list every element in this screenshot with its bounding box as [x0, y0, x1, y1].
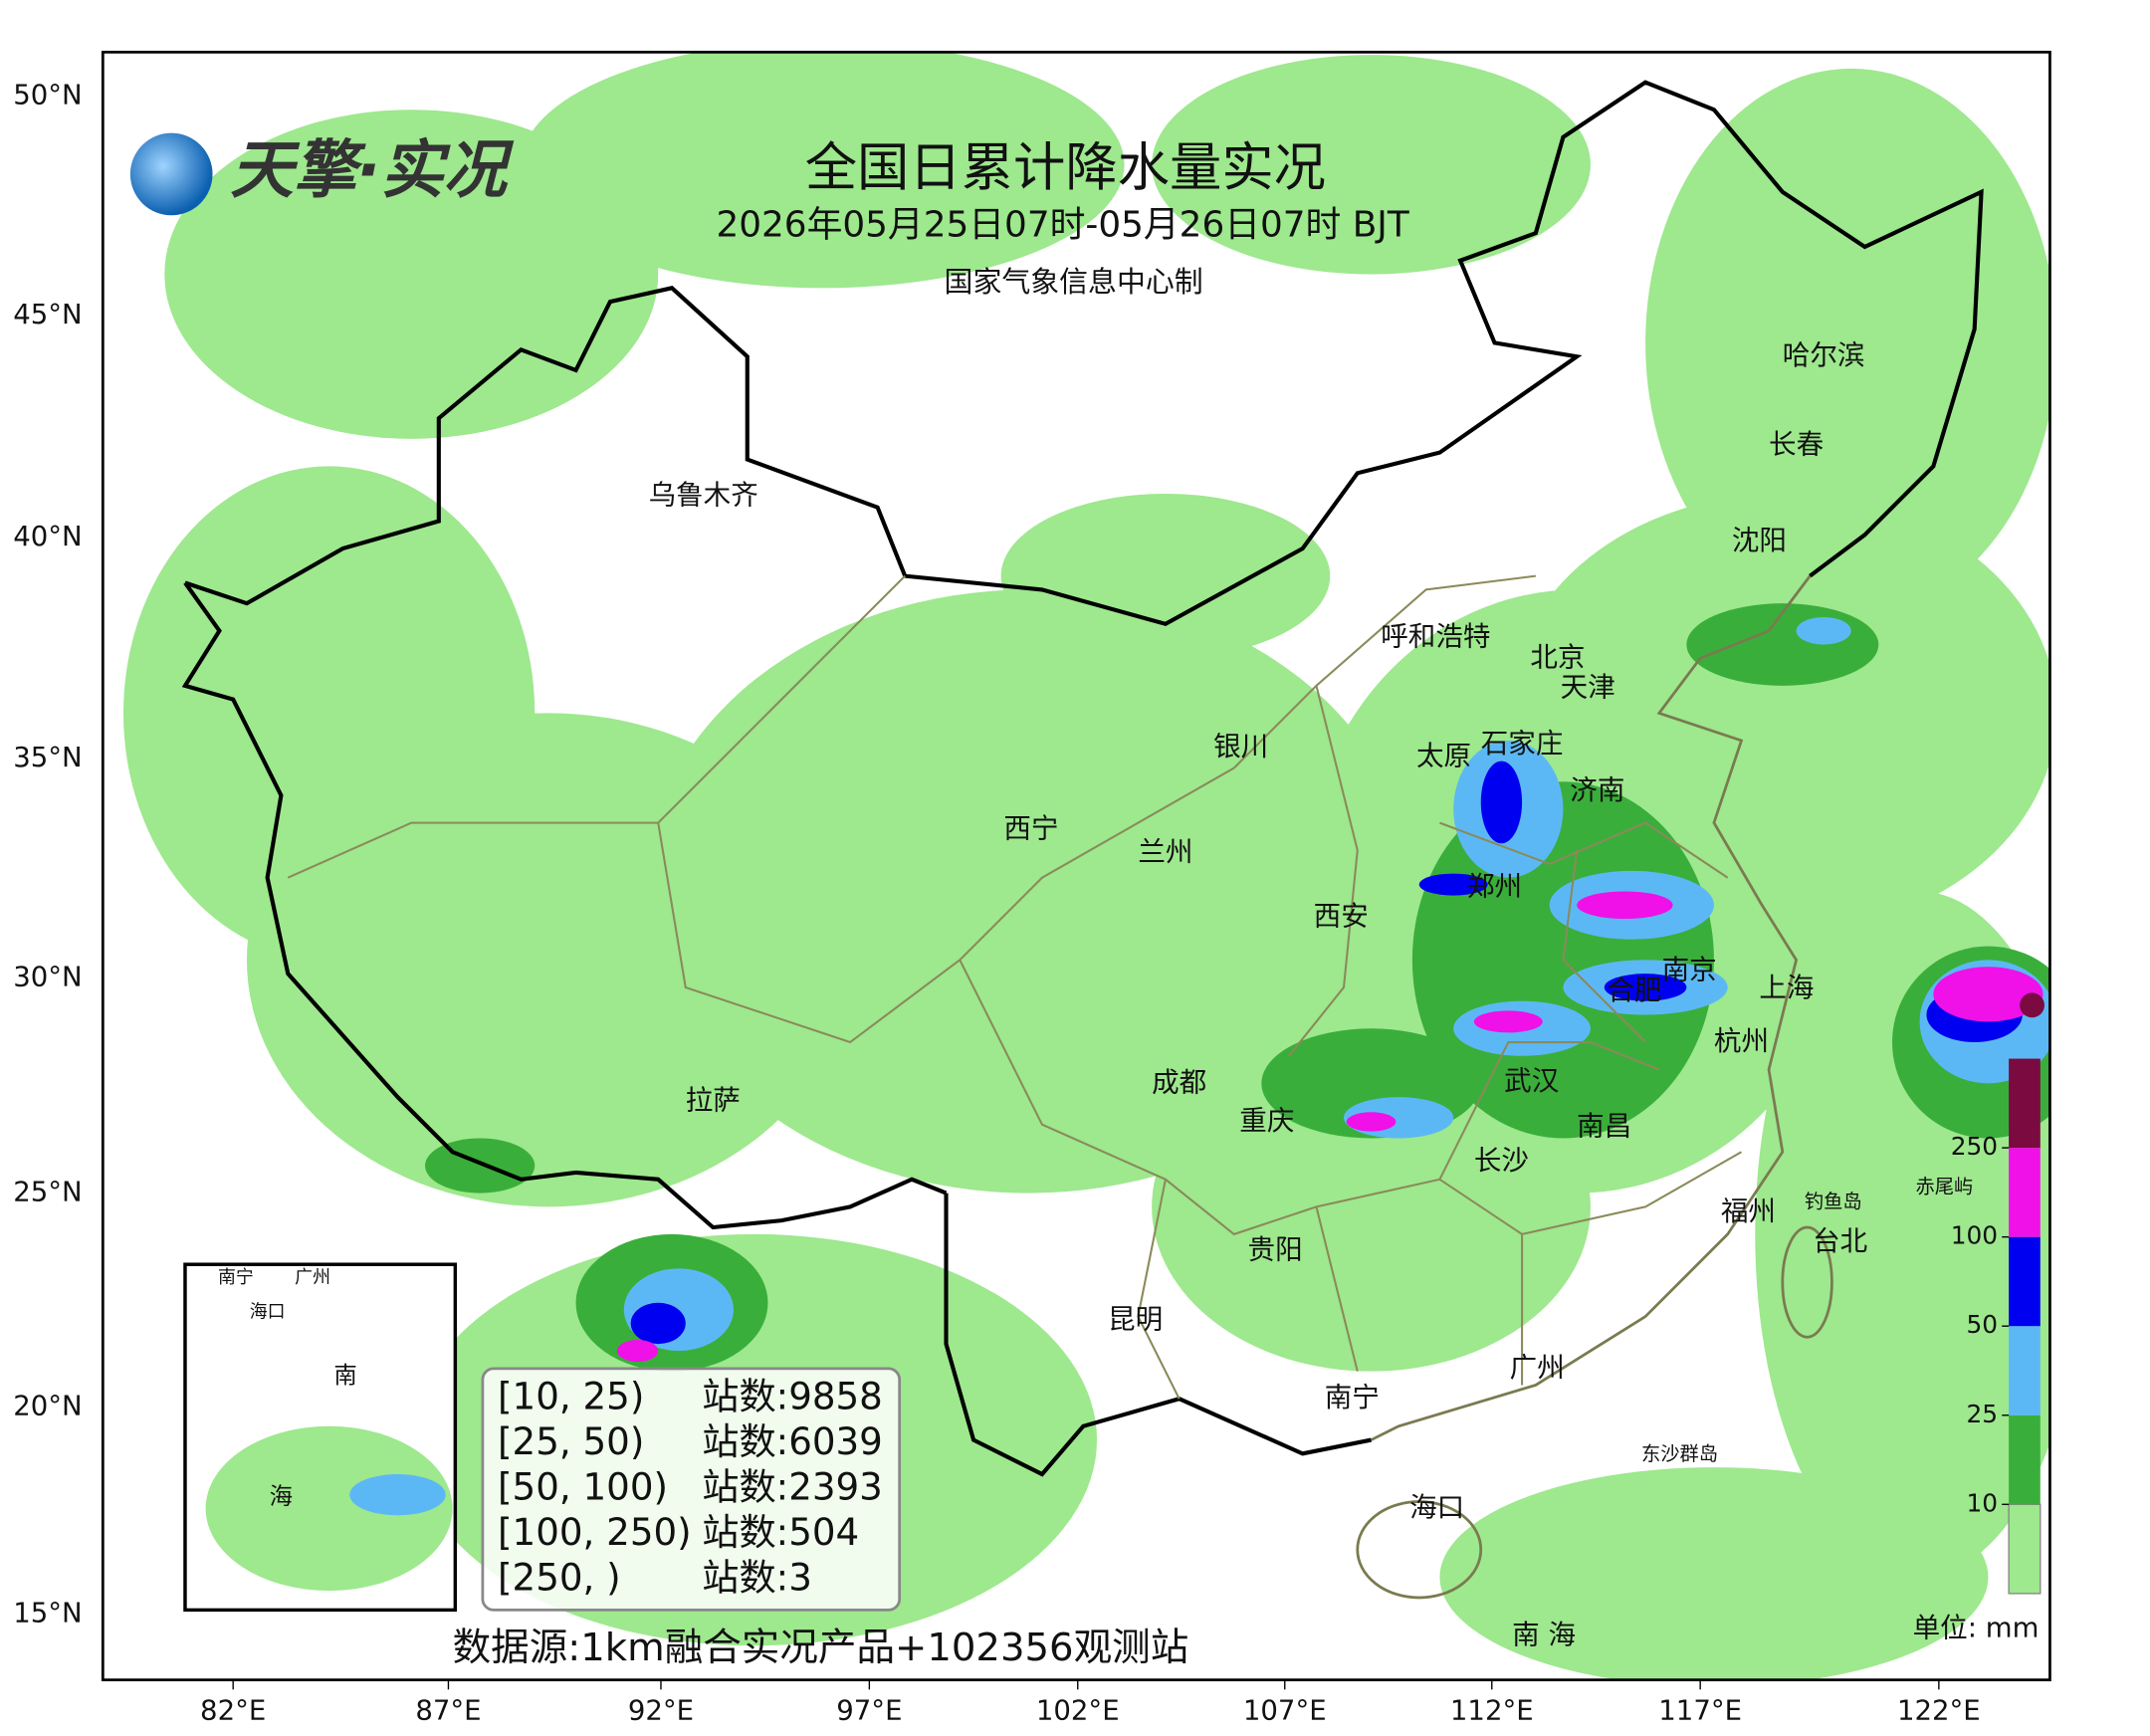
colorbar-band	[2009, 1058, 2041, 1149]
city-label: 南 海	[1512, 1620, 1576, 1651]
lat-label: 25°N	[13, 1177, 82, 1208]
city-label: 乌鲁木齐	[649, 480, 758, 512]
credit: 国家气象信息中心制	[945, 265, 1203, 299]
lon-label: 117°E	[1658, 1694, 1742, 1726]
inset-label: 南宁	[218, 1267, 254, 1288]
legend-count: 站数:3	[702, 1556, 812, 1600]
lat-label: 15°N	[13, 1598, 82, 1629]
lon-label: 102°E	[1036, 1694, 1120, 1726]
lon-label: 122°E	[1897, 1694, 1981, 1726]
inset-label: 南	[333, 1362, 356, 1390]
lat-label: 30°N	[13, 961, 82, 992]
legend-count: 站数:2393	[702, 1465, 883, 1509]
title: 全国日累计降水量实况	[805, 137, 1326, 198]
city-label: 合肥	[1607, 975, 1661, 1006]
city-label: 郑州	[1467, 870, 1522, 902]
lon-label: 97°E	[836, 1694, 902, 1726]
map-frame	[101, 50, 2051, 1682]
city-label: 长沙	[1474, 1145, 1529, 1177]
city-label: 赤尾屿	[1915, 1176, 1973, 1198]
city-label: 银川	[1213, 731, 1268, 762]
legend-range: [10, 25)	[498, 1375, 644, 1418]
colorbar-label: 25	[1967, 1400, 1999, 1428]
lon-label: 107°E	[1243, 1694, 1327, 1726]
colorbar-band	[2009, 1326, 2041, 1415]
legend-count: 站数:504	[702, 1510, 859, 1554]
city-label: 成都	[1152, 1066, 1206, 1098]
subtitle: 2026年05月25日07时-05月26日07时 BJT	[716, 204, 1408, 245]
colorbar-band	[2009, 1148, 2041, 1237]
city-label: 上海	[1759, 972, 1814, 1003]
inset-precip	[205, 1425, 453, 1592]
city-label: 广州	[1510, 1352, 1565, 1384]
legend-box	[481, 1367, 902, 1612]
city-label: 兰州	[1138, 836, 1192, 868]
lon-label: 82°E	[200, 1694, 266, 1726]
city-label: 台北	[1813, 1225, 1867, 1257]
legend-count: 站数:9858	[702, 1375, 883, 1418]
colorbar-label: 50	[1967, 1310, 1999, 1339]
data-source: 数据源:1km融合实况产品+102356观测站	[453, 1626, 1189, 1670]
province-lines	[287, 574, 1743, 1400]
city-label: 长春	[1769, 429, 1824, 461]
colorbar-band	[2009, 1414, 2041, 1505]
hainan-outline	[1356, 1500, 1483, 1600]
city-label: 石家庄	[1481, 728, 1564, 760]
lon-label: 112°E	[1450, 1694, 1534, 1726]
city-label: 昆明	[1108, 1304, 1163, 1336]
lat-label: 20°N	[13, 1390, 82, 1421]
lat-label: 40°N	[13, 521, 82, 552]
colorbar-band	[2008, 1503, 2042, 1595]
lon-label: 87°E	[415, 1694, 481, 1726]
china-border	[181, 80, 1984, 1477]
inset-label: 海口	[250, 1301, 286, 1322]
city-label: 西安	[1314, 901, 1369, 933]
city-label: 哈尔滨	[1783, 339, 1865, 371]
city-label: 武汉	[1504, 1065, 1559, 1097]
city-label: 贵阳	[1248, 1233, 1303, 1265]
legend-range: [25, 50)	[498, 1419, 644, 1463]
city-label: 南京	[1662, 954, 1717, 985]
legend-count: 站数:6039	[702, 1419, 883, 1463]
lat-label: 50°N	[13, 79, 82, 110]
unit-label: 单位: mm	[1913, 1613, 2040, 1644]
coastline	[1370, 574, 1812, 1441]
precip-layer	[122, 52, 2050, 1680]
inset-precip	[349, 1473, 446, 1516]
city-label: 重庆	[1239, 1105, 1294, 1137]
legend-range: [250, )	[498, 1556, 621, 1600]
taiwan-outline	[1781, 1225, 1833, 1339]
logo-text: 天擎·实况	[230, 133, 514, 207]
colorbar-label: 10	[1967, 1488, 1999, 1517]
colorbar-label: 250	[1951, 1132, 1998, 1161]
city-label: 拉萨	[686, 1084, 741, 1116]
city-label: 福州	[1721, 1195, 1776, 1227]
city-label: 呼和浩特	[1381, 621, 1490, 653]
city-label: 南昌	[1577, 1110, 1631, 1142]
lat-label: 35°N	[13, 742, 82, 773]
city-label: 太原	[1416, 740, 1471, 771]
colorbar-label: 100	[1951, 1221, 1998, 1250]
lat-label: 45°N	[13, 299, 82, 330]
colorbar-band	[2009, 1236, 2041, 1327]
city-label: 沈阳	[1732, 525, 1787, 556]
legend-range: [50, 100)	[498, 1465, 668, 1509]
inset-label: 广州	[295, 1267, 330, 1288]
logo-globe	[129, 132, 213, 216]
city-label: 西宁	[1003, 812, 1058, 844]
city-label: 南宁	[1325, 1382, 1380, 1413]
legend-range: [100, 250)	[498, 1510, 692, 1554]
inset-label: 海	[270, 1482, 293, 1510]
city-label: 北京	[1530, 641, 1585, 673]
city-label: 钓鱼岛	[1805, 1191, 1862, 1213]
city-label: 杭州	[1714, 1025, 1769, 1057]
lon-label: 92°E	[628, 1694, 694, 1726]
city-label: 济南	[1570, 774, 1624, 806]
city-label: 天津	[1561, 672, 1615, 704]
city-label: 海口	[1409, 1491, 1464, 1523]
city-label: 东沙群岛	[1641, 1442, 1718, 1465]
